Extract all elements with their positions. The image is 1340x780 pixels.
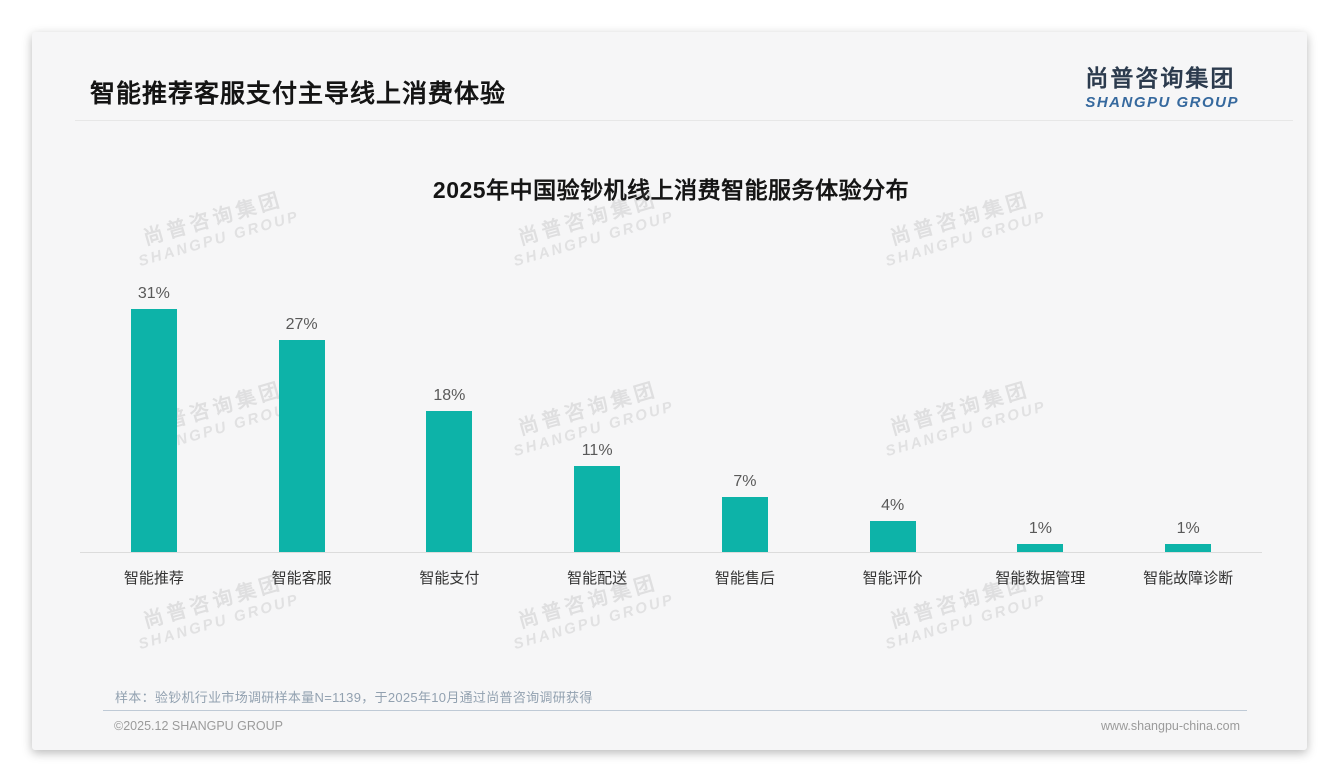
bar-column: 7% [671, 273, 819, 552]
category-row: 智能推荐 智能客服 智能支付 智能配送 智能售后 智能评价 智能数据管理 智能故障诊断 [80, 553, 1262, 588]
bar-value-label: 27% [285, 316, 318, 333]
bar-value-label: 4% [881, 497, 905, 514]
category-label: 智能故障诊断 [1143, 570, 1234, 587]
footer-divider [103, 710, 1247, 711]
category-label: 智能评价 [862, 570, 923, 587]
bar-column: 31% [80, 273, 228, 552]
category-label: 智能售后 [714, 570, 775, 587]
bar-column: 4% [819, 273, 967, 552]
bar [130, 309, 177, 552]
logo-cn-text: 尚普咨询集团 [1085, 65, 1236, 91]
bar [1017, 544, 1064, 552]
bar [869, 521, 916, 552]
watermark-en-text: SHANGPU GROUP [511, 207, 677, 271]
chart-title: 2025年中国验钞机线上消费智能服务体验分布 [432, 177, 910, 203]
bar-value-label: 11% [581, 442, 613, 459]
page-title: 智能推荐客服支付主导线上消费体验 [90, 80, 507, 108]
bar-value-label: 18% [433, 387, 466, 404]
category-label: 智能配送 [567, 570, 628, 587]
header-divider [75, 120, 1293, 121]
category-label: 智能推荐 [123, 570, 184, 587]
bar [721, 497, 768, 552]
bar [278, 340, 325, 552]
bar-value-label: 1% [1176, 520, 1200, 537]
copyright-text: ©2025.12 SHANGPU GROUP [114, 719, 283, 733]
bar-column: 18% [376, 273, 524, 552]
bar [1165, 544, 1212, 552]
category-label: 智能支付 [419, 570, 480, 587]
website-text: www.shangpu-china.com [1101, 719, 1240, 733]
plot-area: 31% 27% 18% 11% 7% 4% 1% 1% [80, 273, 1262, 553]
bar-column: 1% [1114, 273, 1262, 552]
watermark-en-text: SHANGPU GROUP [136, 590, 302, 654]
logo-en-text: SHANGPU GROUP [1085, 94, 1239, 111]
bar-value-label: 31% [137, 285, 170, 302]
sample-footnote: 样本：验钞机行业市场调研样本量N=1139，于2025年10月通过尚普咨询调研获… [115, 690, 593, 705]
category-label: 智能数据管理 [995, 570, 1086, 587]
bar [426, 411, 473, 552]
watermark-en-text: SHANGPU GROUP [883, 207, 1049, 271]
bar-value-label: 7% [733, 473, 757, 490]
watermark-en-text: SHANGPU GROUP [136, 207, 302, 271]
bar-column: 11% [523, 273, 671, 552]
bar-chart: 31% 27% 18% 11% 7% 4% 1% 1% 智能推荐 智能客服 智能支付 智能配送 智能售… [80, 273, 1262, 588]
bar-value-label: 1% [1028, 520, 1052, 537]
category-label: 智能客服 [271, 570, 332, 587]
bar-column: 27% [228, 273, 376, 552]
report-card: 智能推荐客服支付主导线上消费体验 尚普咨询集团 SHANGPU GROUP 20… [32, 32, 1307, 750]
watermark-en-text: SHANGPU GROUP [883, 590, 1049, 654]
company-logo: 尚普咨询集团 SHANGPU GROUP [1085, 59, 1239, 111]
bar-column: 1% [967, 273, 1115, 552]
watermark-en-text: SHANGPU GROUP [511, 590, 677, 654]
bar [574, 466, 621, 552]
